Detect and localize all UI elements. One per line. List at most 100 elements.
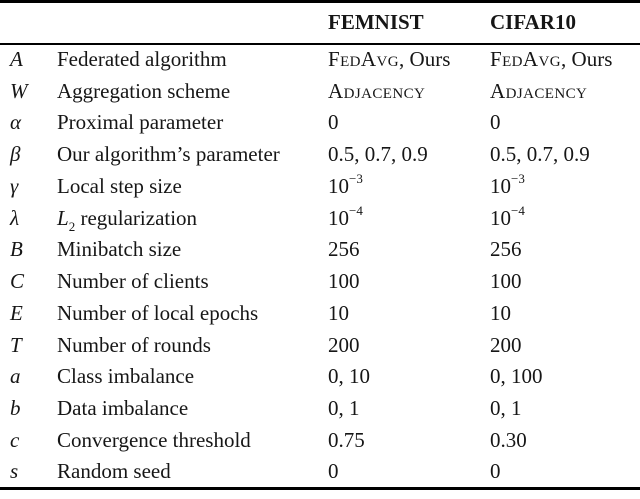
table-row: s Random seed 0 0 xyxy=(0,456,640,488)
param-symbol-cell: β xyxy=(0,139,57,171)
table-row: B Minibatch size 256 256 xyxy=(0,234,640,266)
param-symbol: β xyxy=(10,142,21,167)
femnist-value-cell: FedAvg, Ours xyxy=(328,44,490,76)
param-description-cell: Our algorithm’s parameter xyxy=(57,142,280,167)
table-row: T Number of rounds 200 200 xyxy=(0,329,640,361)
cifar10-value-cell: FedAvg, Ours xyxy=(490,44,640,76)
cifar10-value-exponent: −4 xyxy=(511,202,525,218)
param-description-cell: Convergence threshold xyxy=(57,427,251,452)
cifar10-value-cell: 0, 1 xyxy=(490,396,522,421)
femnist-value-exponent: −3 xyxy=(349,170,363,186)
param-symbol-cell: A xyxy=(0,44,57,76)
cifar10-value-rest: , Ours xyxy=(561,47,613,72)
description-subscript: 2 xyxy=(68,219,76,235)
femnist-value-cell: 10−3 xyxy=(328,171,490,203)
cifar10-value-mantissa: 10 xyxy=(490,173,511,198)
femnist-value-mantissa: 10 xyxy=(328,173,349,198)
param-description-cell: Class imbalance xyxy=(57,364,195,389)
param-symbol: T xyxy=(10,332,22,357)
description-rest: regularization xyxy=(75,205,198,230)
header-symbol-blank xyxy=(0,2,57,44)
param-symbol-cell: a xyxy=(0,361,57,393)
table-row: b Data imbalance 0, 1 0, 1 xyxy=(0,393,640,425)
femnist-value-cell: 0 xyxy=(328,458,339,483)
param-description-cell: Random seed xyxy=(57,458,171,483)
param-description-cell: Proximal parameter xyxy=(57,110,224,135)
cifar10-value-cell: 100 xyxy=(490,269,522,294)
table-row: β Our algorithm’s parameter 0.5, 0.7, 0.… xyxy=(0,139,640,171)
femnist-value-cell: 10−4 xyxy=(328,202,490,234)
param-symbol-cell: c xyxy=(0,425,57,457)
param-symbol-cell: α xyxy=(0,107,57,139)
femnist-value-cell: Adjacency xyxy=(328,75,490,107)
param-symbol-cell: b xyxy=(0,393,57,425)
column-header-femnist: FEMNIST xyxy=(328,10,424,35)
cifar10-value-cell: 0, 100 xyxy=(490,364,543,389)
table-row: a Class imbalance 0, 10 0, 100 xyxy=(0,361,640,393)
table-row: C Number of clients 100 100 xyxy=(0,266,640,298)
param-symbol-cell: C xyxy=(0,266,57,298)
cifar10-value-cell: 256 xyxy=(490,237,522,262)
param-symbol: α xyxy=(10,110,22,135)
header-description-blank xyxy=(57,2,328,44)
param-symbol-cell: λ xyxy=(0,202,57,234)
cifar10-value-cell: 0 xyxy=(490,110,501,135)
param-symbol: W xyxy=(10,78,28,103)
param-symbol: b xyxy=(10,396,21,421)
femnist-value-mantissa: 10 xyxy=(328,205,349,230)
param-description-cell: Number of clients xyxy=(57,269,209,294)
param-symbol: B xyxy=(10,237,23,262)
femnist-value-cell: 256 xyxy=(328,237,360,262)
column-header-cifar10: CIFAR10 xyxy=(490,10,576,35)
param-description-cell: Federated algorithm xyxy=(57,47,227,72)
param-symbol: A xyxy=(10,47,24,72)
table-row: λ L2 regularization 10−4 10−4 xyxy=(0,202,640,234)
param-symbol: c xyxy=(10,427,20,452)
cifar10-value-cell: 0 xyxy=(490,458,501,483)
param-symbol: γ xyxy=(10,173,19,198)
param-description-cell: Number of rounds xyxy=(57,332,211,357)
cifar10-value-cell: 0.5, 0.7, 0.9 xyxy=(490,142,590,167)
femnist-value-cell: 0, 1 xyxy=(328,396,360,421)
param-description-cell: Number of local epochs xyxy=(57,300,259,325)
param-description-cell: Data imbalance xyxy=(57,396,189,421)
param-description-cell: Minibatch size xyxy=(57,237,182,262)
femnist-value-smallcaps: FedAvg xyxy=(328,47,400,72)
table-row: W Aggregation scheme Adjacency Adjacency xyxy=(0,75,640,107)
femnist-value-cell: 0.5, 0.7, 0.9 xyxy=(328,142,428,167)
femnist-value-cell: 200 xyxy=(328,332,360,357)
param-symbol-cell: T xyxy=(0,329,57,361)
femnist-value-cell: 100 xyxy=(328,269,360,294)
param-symbol-cell: B xyxy=(0,234,57,266)
cifar10-value-smallcaps: FedAvg xyxy=(490,47,562,72)
param-symbol: E xyxy=(10,300,23,325)
param-symbol: a xyxy=(10,364,21,389)
cifar10-value-cell: 10 xyxy=(490,300,511,325)
femnist-value-cell: 0, 10 xyxy=(328,364,370,389)
param-description-cell: L2 regularization xyxy=(57,202,328,234)
cifar10-value-cell: 10−4 xyxy=(490,202,640,234)
table-row: c Convergence threshold 0.75 0.30 xyxy=(0,425,640,457)
cifar10-value-mantissa: 10 xyxy=(490,205,511,230)
femnist-value-cell: 0.75 xyxy=(328,427,365,452)
cifar10-value-exponent: −3 xyxy=(511,170,525,186)
param-symbol-cell: s xyxy=(0,456,57,488)
param-symbol-cell: γ xyxy=(0,171,57,203)
param-description-cell: Local step size xyxy=(57,173,182,198)
cifar10-value-cell: 10−3 xyxy=(490,171,640,203)
table-row: A Federated algorithm FedAvg, Ours FedAv… xyxy=(0,44,640,76)
femnist-value-cell: 0 xyxy=(328,110,339,135)
femnist-value-smallcaps: Adjacency xyxy=(328,78,426,103)
param-symbol-cell: W xyxy=(0,75,57,107)
param-symbol: λ xyxy=(10,205,20,230)
param-description-cell: Aggregation scheme xyxy=(57,78,231,103)
cifar10-value-cell: 0.30 xyxy=(490,427,527,452)
description-variable: L xyxy=(57,205,69,230)
param-symbol-cell: E xyxy=(0,298,57,330)
cifar10-value-cell: 200 xyxy=(490,332,522,357)
table-row: α Proximal parameter 0 0 xyxy=(0,107,640,139)
femnist-value-rest: , Ours xyxy=(399,47,451,72)
table-row: E Number of local epochs 10 10 xyxy=(0,298,640,330)
